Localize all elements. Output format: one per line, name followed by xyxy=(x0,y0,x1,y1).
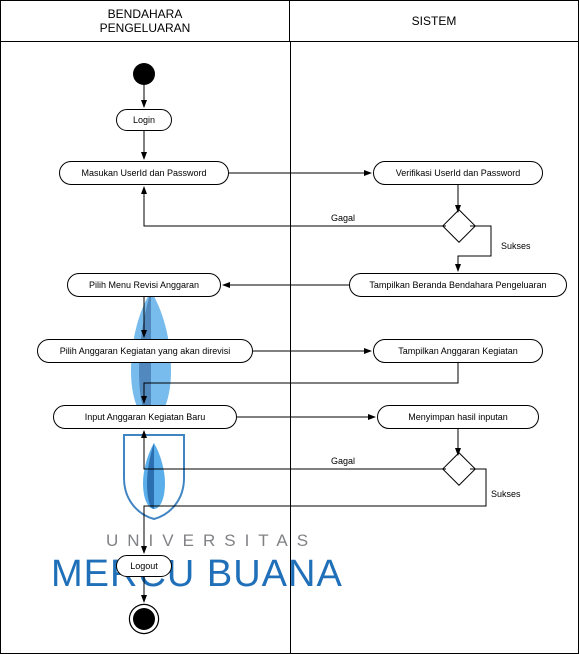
decision-verify xyxy=(442,209,476,243)
node-verify: Verifikasi UserId dan Password xyxy=(373,161,543,185)
node-input-creds: Masukan UserId dan Password xyxy=(59,161,229,185)
node-show-home: Tampilkan Beranda Bendahara Pengeluaran xyxy=(349,273,567,297)
watermark-shield-icon xyxy=(119,433,189,521)
swimlane-header: BENDAHARA PENGELUARAN SISTEM xyxy=(1,1,578,42)
header-right: SISTEM xyxy=(290,1,578,41)
header-left: BENDAHARA PENGELUARAN xyxy=(1,1,290,41)
label-sukses-2: Sukses xyxy=(491,489,521,499)
node-login: Login xyxy=(116,109,172,131)
end-node xyxy=(133,608,155,630)
decision-save xyxy=(442,452,476,486)
node-input-baru: Input Anggaran Kegiatan Baru xyxy=(53,405,237,429)
node-simpan: Menyimpan hasil inputan xyxy=(377,405,539,429)
diagram-container: BENDAHARA PENGELUARAN SISTEM UNIVERSITAS… xyxy=(0,0,579,654)
label-gagal-2: Gagal xyxy=(331,456,355,466)
node-tampil-anggaran: Tampilkan Anggaran Kegiatan xyxy=(373,339,543,363)
start-node xyxy=(133,63,155,85)
node-logout: Logout xyxy=(116,555,172,577)
node-menu-revisi: Pilih Menu Revisi Anggaran xyxy=(67,273,221,297)
label-gagal-1: Gagal xyxy=(331,213,355,223)
watermark-mercubuana: MERCU BUANA xyxy=(51,553,343,596)
watermark-universitas: UNIVERSITAS xyxy=(106,531,317,551)
label-sukses-1: Sukses xyxy=(501,241,531,251)
node-pilih-kegiatan: Pilih Anggaran Kegiatan yang akan direvi… xyxy=(37,339,253,363)
